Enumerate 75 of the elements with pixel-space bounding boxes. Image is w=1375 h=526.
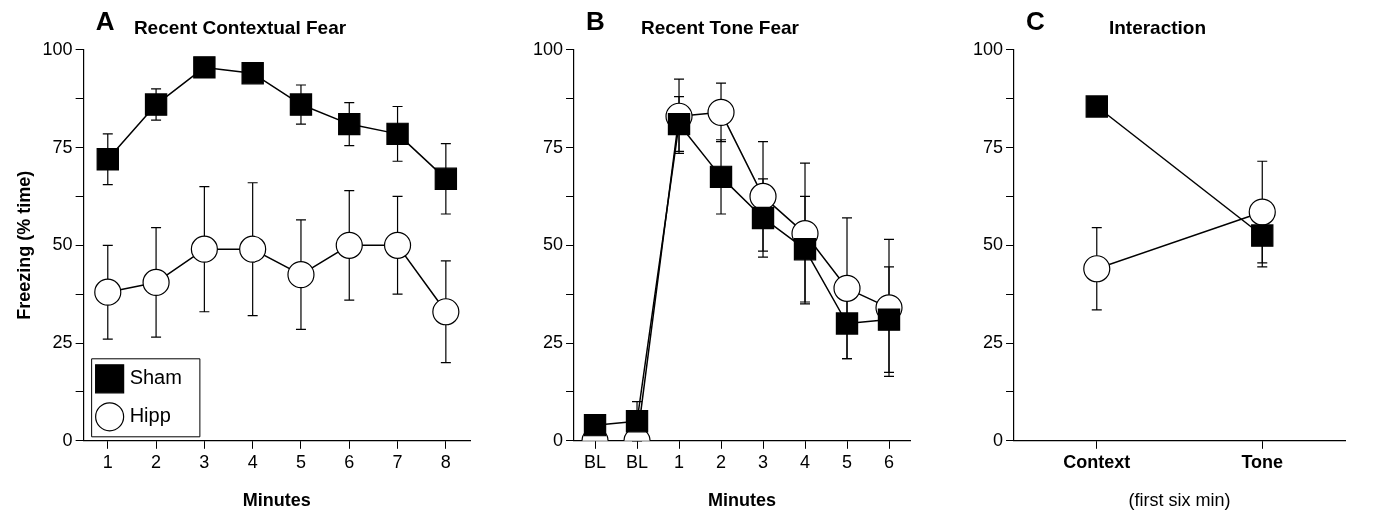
point <box>625 410 649 433</box>
y-tick-label: 25 <box>983 332 1004 353</box>
x-tick-label: 4 <box>800 451 811 472</box>
point <box>193 56 216 79</box>
point <box>386 122 409 146</box>
point <box>190 235 218 263</box>
x-tick-label: Context <box>1063 451 1131 472</box>
x-tick-label: 2 <box>716 451 727 472</box>
point <box>241 62 264 85</box>
point <box>434 167 458 191</box>
chart-title: Recent Contextual Fear <box>133 16 347 38</box>
y-tick-label: 50 <box>52 234 73 255</box>
y-tick-label: 100 <box>532 38 564 59</box>
point <box>1085 95 1108 118</box>
point <box>793 238 817 261</box>
text: A <box>95 6 115 37</box>
y-tick-label: 25 <box>543 332 564 353</box>
point <box>707 98 735 126</box>
y-axis-title: Freezing (% time) <box>13 170 34 320</box>
y-tick-label: 25 <box>52 332 73 353</box>
y-tick-label: 100 <box>972 38 1004 59</box>
chart-title: Interaction <box>1108 16 1207 38</box>
x-tick-label: 4 <box>247 451 258 472</box>
x-axis-title: (first six min) <box>1128 490 1231 511</box>
point <box>94 278 122 306</box>
text: C <box>1026 6 1046 37</box>
point <box>289 93 313 116</box>
point <box>877 308 901 331</box>
x-tick-label: 7 <box>392 451 403 472</box>
x-tick-label: 1 <box>674 451 685 472</box>
x-tick-label: 3 <box>199 451 210 472</box>
point <box>96 148 119 171</box>
x-tick-label: 6 <box>883 451 895 472</box>
text: B <box>586 6 605 37</box>
point <box>833 274 861 302</box>
point <box>751 206 775 230</box>
y-tick-label: 75 <box>52 136 73 157</box>
y-tick-label: 75 <box>543 136 564 157</box>
y-tick-label: 0 <box>553 429 564 450</box>
point <box>835 312 859 335</box>
y-tick-label: 50 <box>983 234 1004 255</box>
x-tick-label: 8 <box>440 451 451 472</box>
point <box>142 268 170 297</box>
point <box>287 261 315 289</box>
x-tick-label: 2 <box>151 451 162 472</box>
x-tick-label: BL <box>626 451 649 472</box>
legend-label: Hipp <box>129 404 171 427</box>
x-tick-label: 1 <box>102 451 113 472</box>
x-tick-label: 3 <box>758 451 769 472</box>
point <box>709 165 733 189</box>
y-tick-label: 100 <box>42 38 73 59</box>
y-tick-label: 50 <box>543 234 564 255</box>
y-tick-label: 0 <box>993 429 1004 450</box>
x-tick-label: Tone <box>1241 451 1284 472</box>
chart-title: Recent Tone Fear <box>640 16 800 38</box>
point <box>338 112 361 136</box>
point <box>432 298 460 326</box>
point <box>239 235 267 263</box>
point <box>667 112 691 136</box>
x-tick-label: BL <box>584 451 607 472</box>
point <box>1083 255 1111 283</box>
y-tick-label: 0 <box>62 429 73 450</box>
x-tick-label: 5 <box>842 451 853 472</box>
point <box>335 231 363 259</box>
point <box>1251 224 1274 247</box>
y-tick-label: 75 <box>983 136 1004 157</box>
legend-label: Sham <box>129 366 182 389</box>
x-axis-title: Minutes <box>242 490 311 511</box>
point <box>144 93 168 116</box>
x-axis-title: Minutes <box>708 490 777 511</box>
x-tick-label: 6 <box>344 451 355 472</box>
point <box>583 413 607 437</box>
x-tick-label: 5 <box>295 451 306 472</box>
point <box>1248 198 1276 226</box>
point <box>383 231 412 259</box>
